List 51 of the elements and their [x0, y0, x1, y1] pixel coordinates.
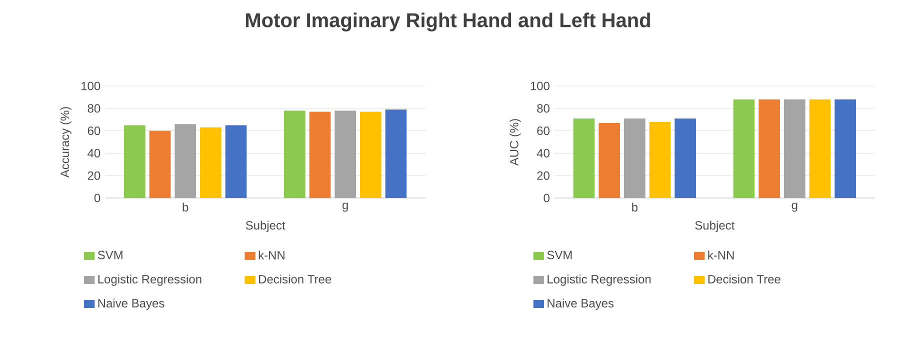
bar — [200, 127, 222, 198]
bar — [149, 130, 171, 198]
bar — [573, 118, 595, 198]
y-axis-title: AUC (%) — [510, 119, 521, 166]
bar — [360, 112, 382, 198]
y-tick-label: 60 — [88, 126, 100, 136]
legend-label: Naive Bayes — [98, 298, 164, 310]
legend-label: Logistic Regression — [98, 274, 202, 286]
x-axis-title: Subject — [246, 220, 286, 232]
bar — [733, 99, 755, 198]
legend-label: Decision Tree — [259, 274, 332, 284]
bar — [624, 118, 646, 198]
y-tick-label: 100 — [530, 82, 550, 90]
x-tick-label: g — [342, 202, 348, 212]
bar — [385, 110, 407, 198]
chart-title: Motor Imaginary Right Hand and Left Hand — [246, 12, 650, 32]
legend-label: k-NN — [708, 250, 734, 260]
bar — [758, 99, 780, 198]
bar — [834, 99, 856, 198]
bar — [174, 124, 196, 198]
y-tick-label: 80 — [88, 104, 100, 113]
y-tick-label: 20 — [537, 171, 550, 180]
bar — [284, 110, 306, 198]
bar — [334, 110, 356, 198]
legend-label: k-NN — [258, 250, 284, 260]
x-axis-title: Subject — [695, 220, 735, 232]
y-axis-title: Accuracy (%) — [60, 107, 72, 178]
y-tick-label: 80 — [537, 104, 550, 113]
bar — [649, 122, 671, 198]
legend-label: Naive Bayes — [548, 298, 614, 310]
y-tick-label: 60 — [537, 126, 550, 136]
y-tick-label: 100 — [82, 82, 100, 90]
y-tick-label: 40 — [536, 148, 550, 158]
legend-label: SVM — [547, 250, 572, 260]
y-tick-label: 0 — [94, 194, 100, 202]
bar — [674, 118, 696, 198]
y-tick-label: 40 — [88, 148, 100, 158]
bar — [809, 99, 831, 198]
x-tick-label: b — [632, 202, 638, 212]
y-tick-label: 0 — [544, 194, 550, 202]
bar — [309, 112, 331, 198]
bar — [225, 125, 247, 198]
legend-label: Logistic Regression — [548, 274, 651, 286]
legend-label: SVM — [98, 250, 122, 260]
x-tick-label: b — [182, 202, 188, 212]
bar — [124, 125, 146, 198]
y-tick-label: 20 — [88, 171, 100, 180]
bar — [784, 99, 806, 198]
x-tick-label: g — [792, 202, 798, 212]
legend-label: Decision Tree — [708, 274, 780, 284]
bar — [598, 122, 620, 198]
